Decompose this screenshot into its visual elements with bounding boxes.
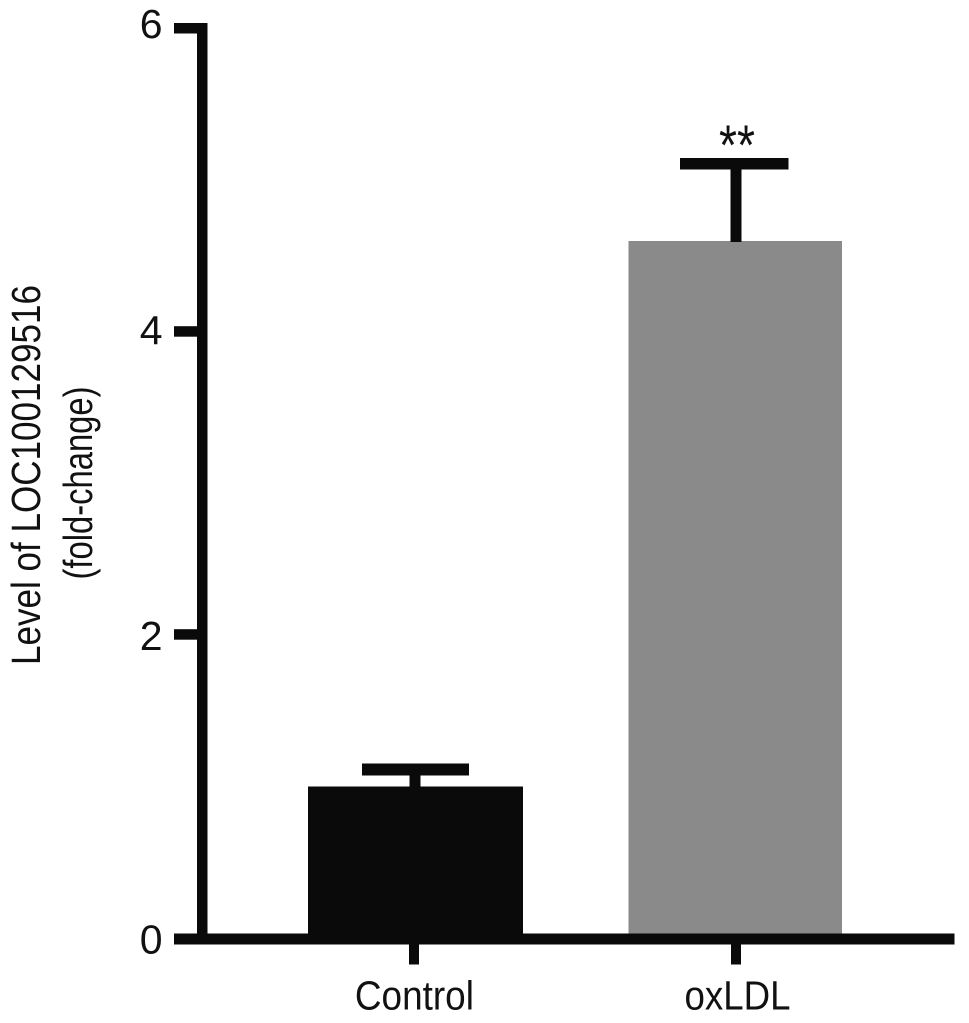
svg-text:4: 4 bbox=[140, 308, 163, 354]
svg-text:(fold-change): (fold-change) bbox=[55, 387, 101, 580]
svg-text:Level of LOC100129516: Level of LOC100129516 bbox=[3, 285, 49, 665]
svg-text:oxLDL: oxLDL bbox=[685, 973, 791, 1019]
svg-text:0: 0 bbox=[140, 917, 163, 963]
svg-text:2: 2 bbox=[140, 613, 163, 659]
svg-text:**: ** bbox=[719, 114, 755, 178]
svg-text:Control: Control bbox=[355, 973, 474, 1019]
svg-text:6: 6 bbox=[140, 1, 163, 47]
